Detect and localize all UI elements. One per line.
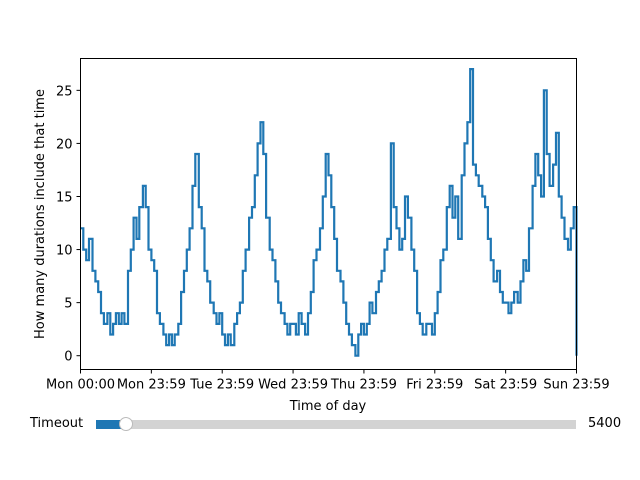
plot-area <box>80 58 578 370</box>
slider-value: 5400 <box>588 416 622 431</box>
x-tick-label: Wed 23:59 <box>258 378 328 393</box>
timeout-slider-handle[interactable] <box>119 417 133 431</box>
data-line <box>80 67 578 357</box>
x-tick-label: Sun 23:59 <box>543 378 609 393</box>
y-axis-ticks: 0 5 10 15 20 25 <box>56 84 81 365</box>
timeout-slider-fill <box>96 420 126 429</box>
x-tick-label: Tue 23:59 <box>189 378 254 393</box>
y-tick-label: 5 <box>64 297 72 312</box>
y-tick-label: 15 <box>56 190 73 205</box>
x-tick-label: Mon 00:00 <box>46 378 115 393</box>
x-axis-ticks: Mon 00:00 Mon 23:59 Tue 23:59 Wed 23:59 Thu … <box>46 369 610 393</box>
y-tick-label: 10 <box>56 244 73 259</box>
x-tick-label: Fri 23:59 <box>406 378 463 393</box>
slider-label: Timeout <box>30 416 84 431</box>
y-tick-label: 25 <box>56 84 73 99</box>
x-axis-label: Time of day <box>289 399 367 414</box>
y-tick-label: 20 <box>56 137 73 152</box>
x-tick-label: Sat 23:59 <box>474 378 537 393</box>
axes-frame <box>80 58 577 370</box>
y-axis-label: How many durations include that time <box>33 89 48 339</box>
timeout-slider-track[interactable] <box>96 420 576 429</box>
x-tick-label: Thu 23:59 <box>330 378 397 393</box>
x-tick-label: Mon 23:59 <box>117 378 186 393</box>
y-tick-label: 0 <box>64 350 72 365</box>
